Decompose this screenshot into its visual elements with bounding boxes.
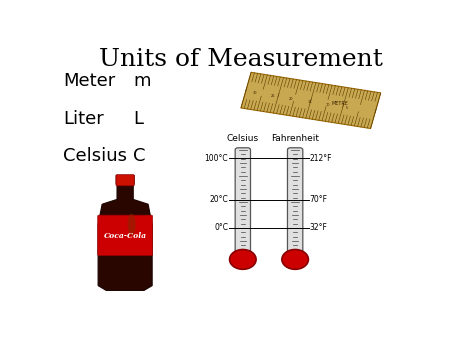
Text: 10: 10 [326, 103, 330, 107]
Text: Meter: Meter [63, 72, 116, 90]
Ellipse shape [127, 214, 135, 235]
FancyBboxPatch shape [116, 175, 134, 186]
Text: L: L [133, 110, 143, 128]
Text: 30: 30 [252, 91, 257, 95]
Text: Celsius: Celsius [227, 135, 259, 143]
Text: 32°F: 32°F [310, 223, 328, 233]
FancyBboxPatch shape [235, 148, 251, 256]
Text: 212°F: 212°F [310, 154, 332, 163]
Text: 70°F: 70°F [310, 195, 328, 204]
FancyBboxPatch shape [241, 72, 381, 128]
Text: 0°C: 0°C [214, 223, 228, 233]
Text: 15: 15 [307, 100, 312, 104]
Text: 25: 25 [271, 94, 275, 98]
PathPatch shape [98, 175, 152, 290]
Text: Fahrenheit: Fahrenheit [271, 135, 319, 143]
Circle shape [282, 249, 308, 269]
Text: C: C [133, 147, 145, 165]
Text: 5: 5 [346, 106, 348, 110]
Text: Liter: Liter [63, 110, 104, 128]
Text: 100°C: 100°C [205, 154, 228, 163]
Text: m: m [133, 72, 150, 90]
FancyBboxPatch shape [288, 148, 303, 256]
Text: 20: 20 [289, 97, 294, 101]
FancyBboxPatch shape [98, 215, 153, 256]
Text: Units of Measurement: Units of Measurement [99, 48, 383, 71]
Text: Celsius: Celsius [63, 147, 127, 165]
Text: METRE: METRE [332, 101, 348, 106]
Circle shape [230, 249, 256, 269]
Text: Coca-Cola: Coca-Cola [104, 232, 147, 240]
Text: 20°C: 20°C [209, 195, 228, 204]
